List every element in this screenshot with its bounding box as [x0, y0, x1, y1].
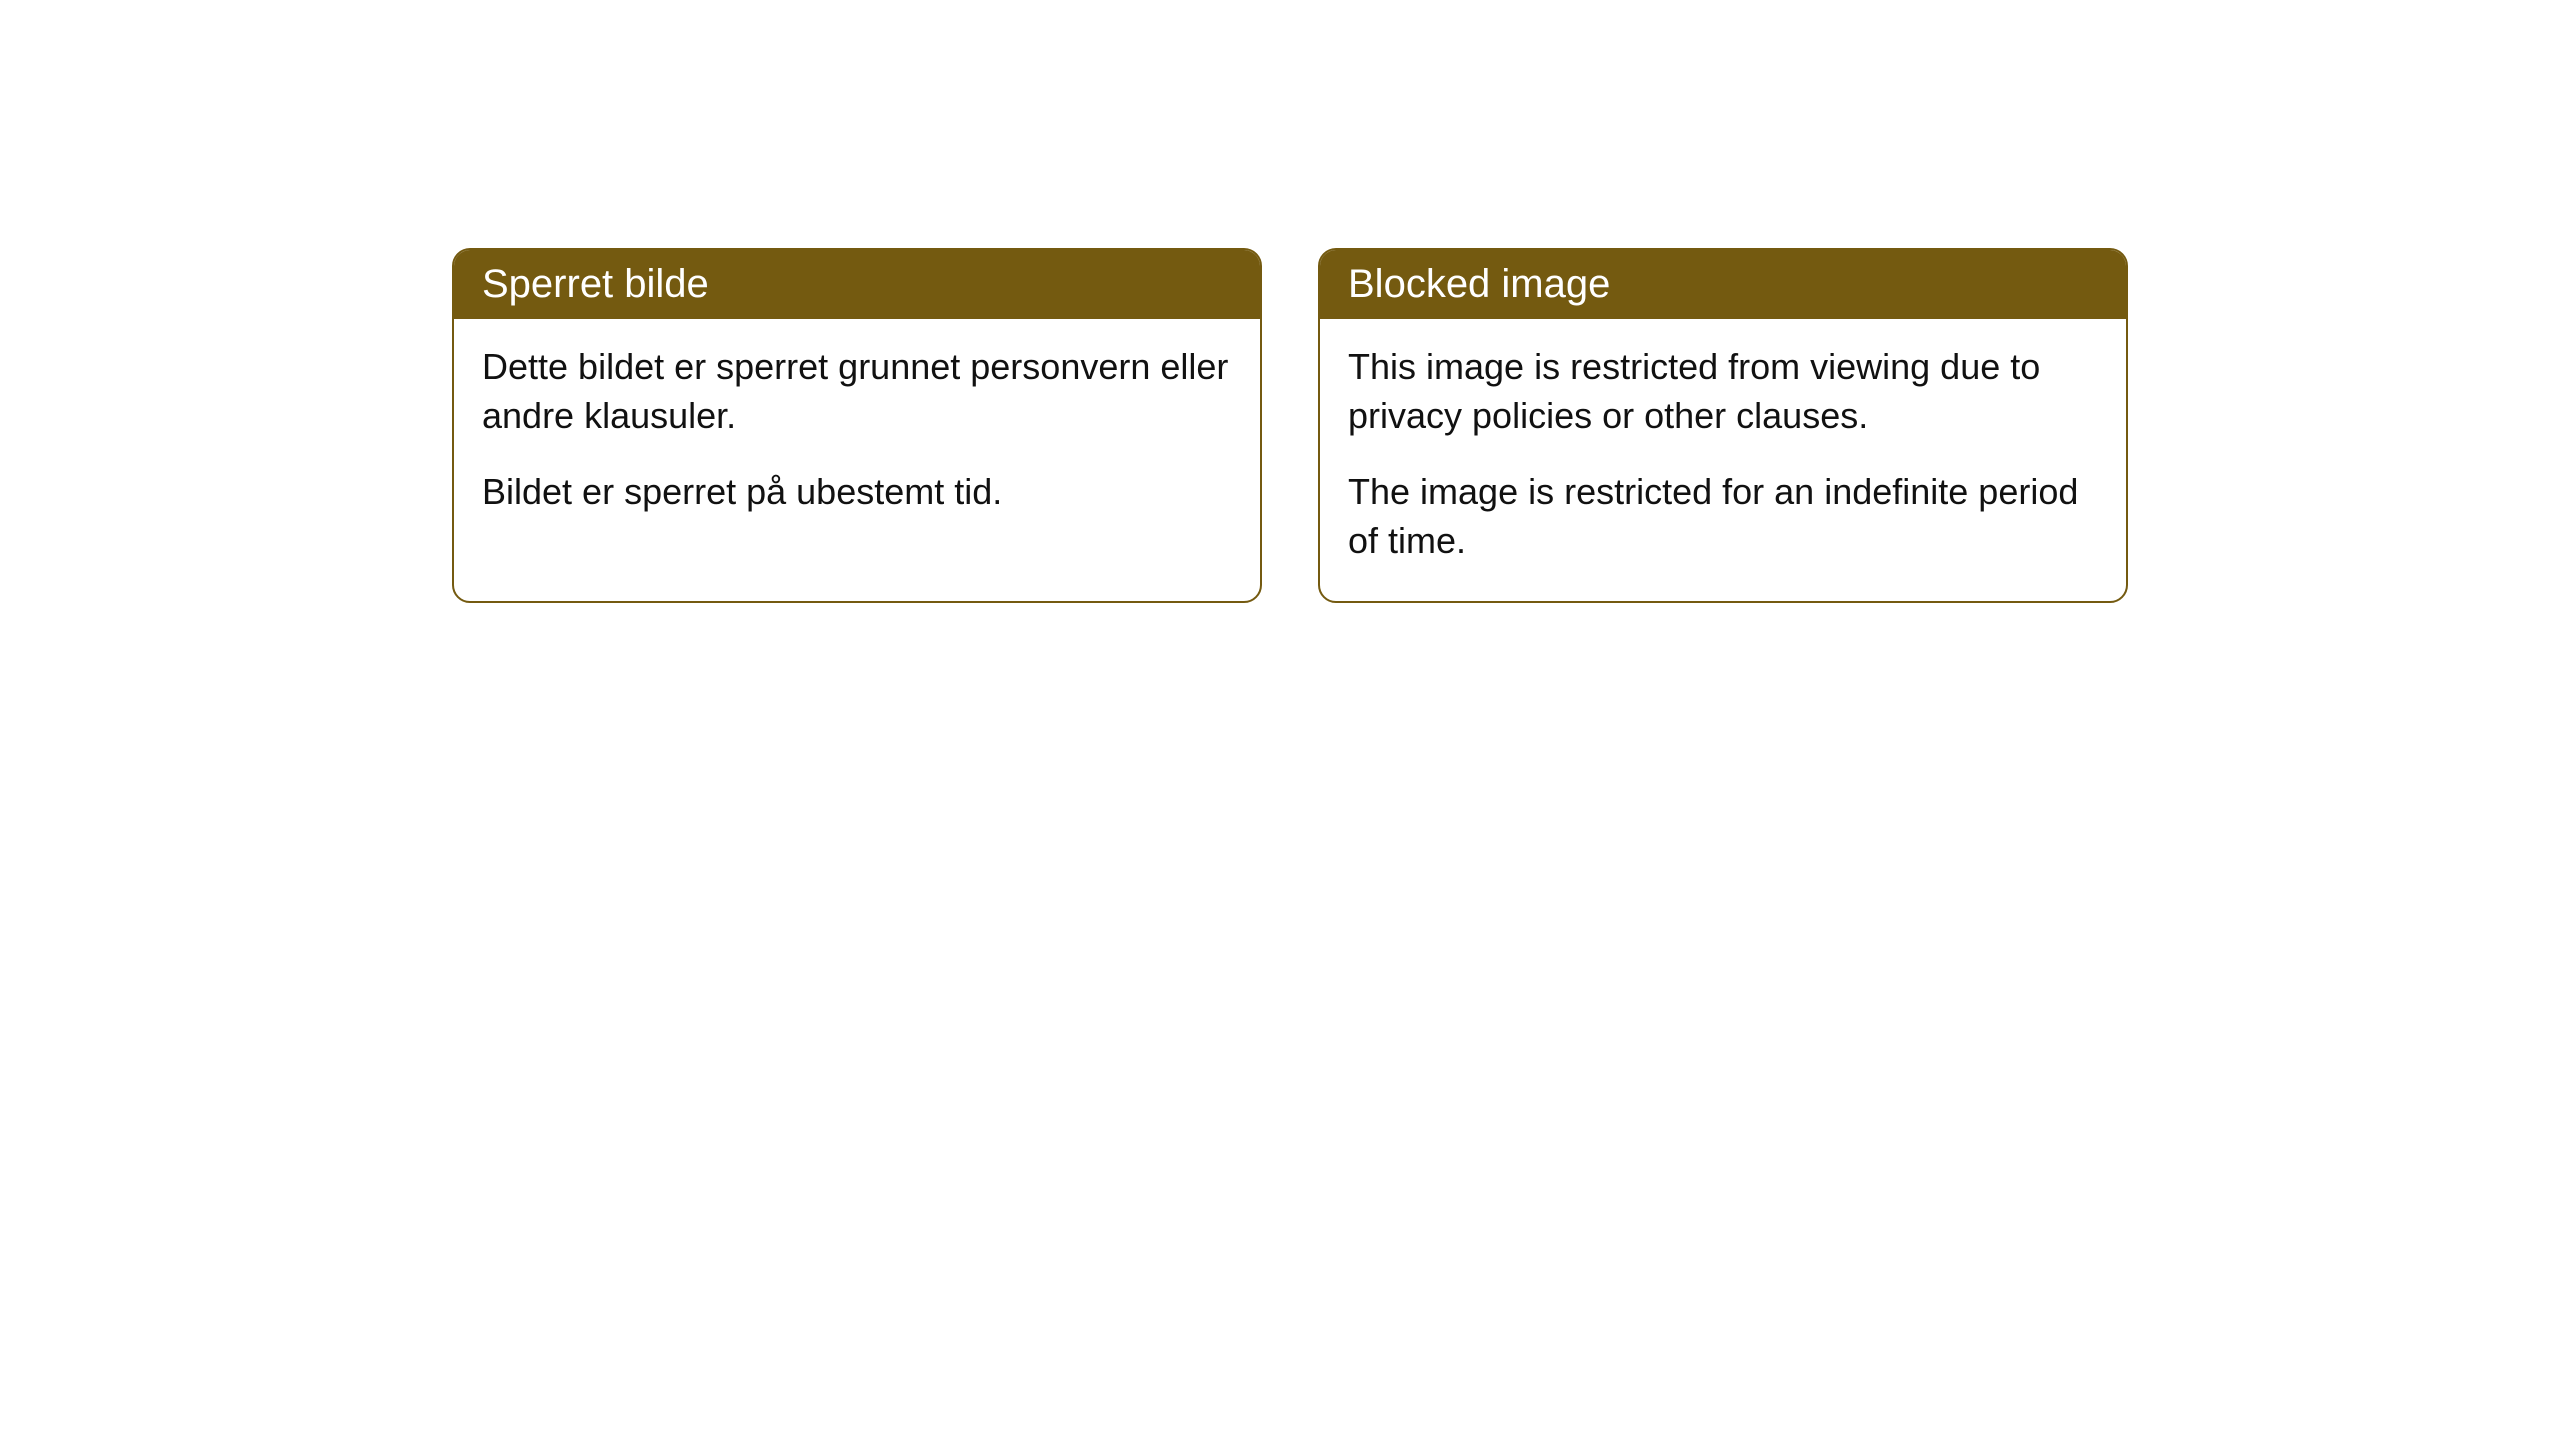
notice-body-norwegian: Dette bildet er sperret grunnet personve… — [454, 319, 1260, 553]
notice-paragraph-1-english: This image is restricted from viewing du… — [1348, 343, 2098, 440]
notice-paragraph-2-norwegian: Bildet er sperret på ubestemt tid. — [482, 468, 1232, 517]
notice-body-english: This image is restricted from viewing du… — [1320, 319, 2126, 601]
notice-paragraph-2-english: The image is restricted for an indefinit… — [1348, 468, 2098, 565]
notice-paragraph-1-norwegian: Dette bildet er sperret grunnet personve… — [482, 343, 1232, 440]
notice-cards-container: Sperret bilde Dette bildet er sperret gr… — [452, 248, 2128, 603]
notice-header-english: Blocked image — [1320, 250, 2126, 319]
notice-card-english: Blocked image This image is restricted f… — [1318, 248, 2128, 603]
notice-card-norwegian: Sperret bilde Dette bildet er sperret gr… — [452, 248, 1262, 603]
notice-header-norwegian: Sperret bilde — [454, 250, 1260, 319]
